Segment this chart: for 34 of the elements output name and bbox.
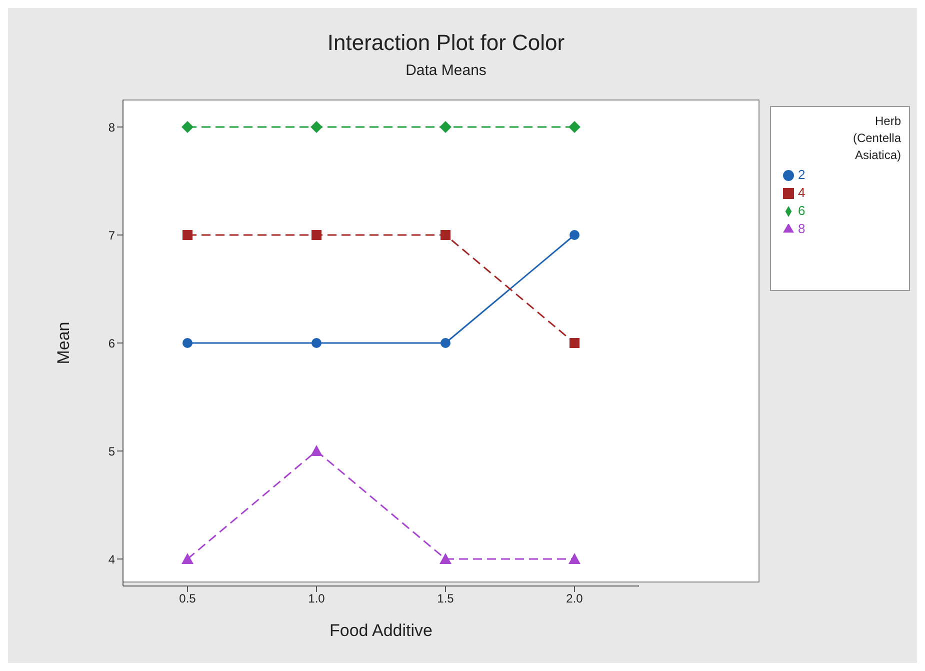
y-axis-title: Mean [54,322,74,364]
x-tick-label: 2.0 [566,592,584,606]
point [182,230,192,240]
x-tick-label: 1.5 [437,592,454,606]
chart-title: Interaction Plot for Color [326,30,566,56]
x-tick-label: 1.0 [308,592,326,606]
legend-label: 8 [798,221,806,236]
y-tick-label: 6 [108,336,116,350]
point [568,121,580,133]
point [312,338,322,348]
point [440,230,450,240]
point [570,230,580,240]
x-tick-label: 0.5 [179,592,196,606]
point [568,553,580,564]
legend-title: Herb (Centella Asiatica) [852,113,901,164]
point [570,338,580,348]
x-axis-title: Food Additive [329,621,433,640]
point [440,338,450,348]
point [310,121,322,133]
point [312,230,322,240]
point [310,445,322,456]
point [182,553,194,564]
point [182,121,194,133]
y-tick-label: 7 [108,228,116,242]
y-tick-label: 5 [108,444,116,458]
chart-subtitle: Data Means [404,62,488,79]
legend-label: 4 [798,185,806,200]
y-tick-label: 4 [108,552,116,566]
point [440,121,452,133]
y-tick-label: 8 [108,120,116,134]
point [440,553,452,564]
legend-label: 6 [798,203,806,218]
legend-label: 2 [798,167,806,182]
point [182,338,192,348]
